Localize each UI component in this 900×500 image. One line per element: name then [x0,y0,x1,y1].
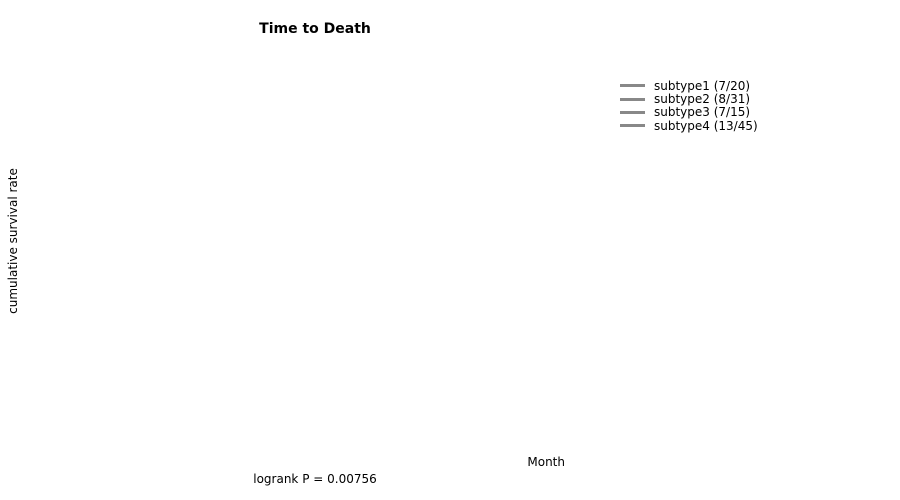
logrank-annotation: logrank P = 0.00756 [253,472,377,486]
legend-item-subtype3: subtype3 (7/15) [620,105,758,120]
legend-label-subtype1: subtype1 (7/20) [654,78,751,93]
legend: subtype1 (7/20) subtype2 (8/31) subtype3… [620,79,758,133]
legend-swatch-subtype1 [620,84,645,88]
y-axis-title: cumulative survival rate [6,168,20,314]
legend-swatch-subtype3 [620,110,645,114]
legend-label-subtype4: subtype4 (13/45) [654,118,758,133]
legend-item-subtype1: subtype1 (7/20) [620,78,758,93]
legend-swatch-subtype4 [620,124,645,128]
legend-item-subtype4: subtype4 (13/45) [620,118,758,133]
legend-swatch-subtype2 [620,97,645,101]
legend-item-subtype2: subtype2 (8/31) [620,92,758,107]
legend-label-subtype3: subtype3 (7/15) [654,105,751,120]
chart-title: Time to Death [259,21,371,37]
legend-label-subtype2: subtype2 (8/31) [654,92,751,107]
x-axis-title: Month [527,455,565,469]
